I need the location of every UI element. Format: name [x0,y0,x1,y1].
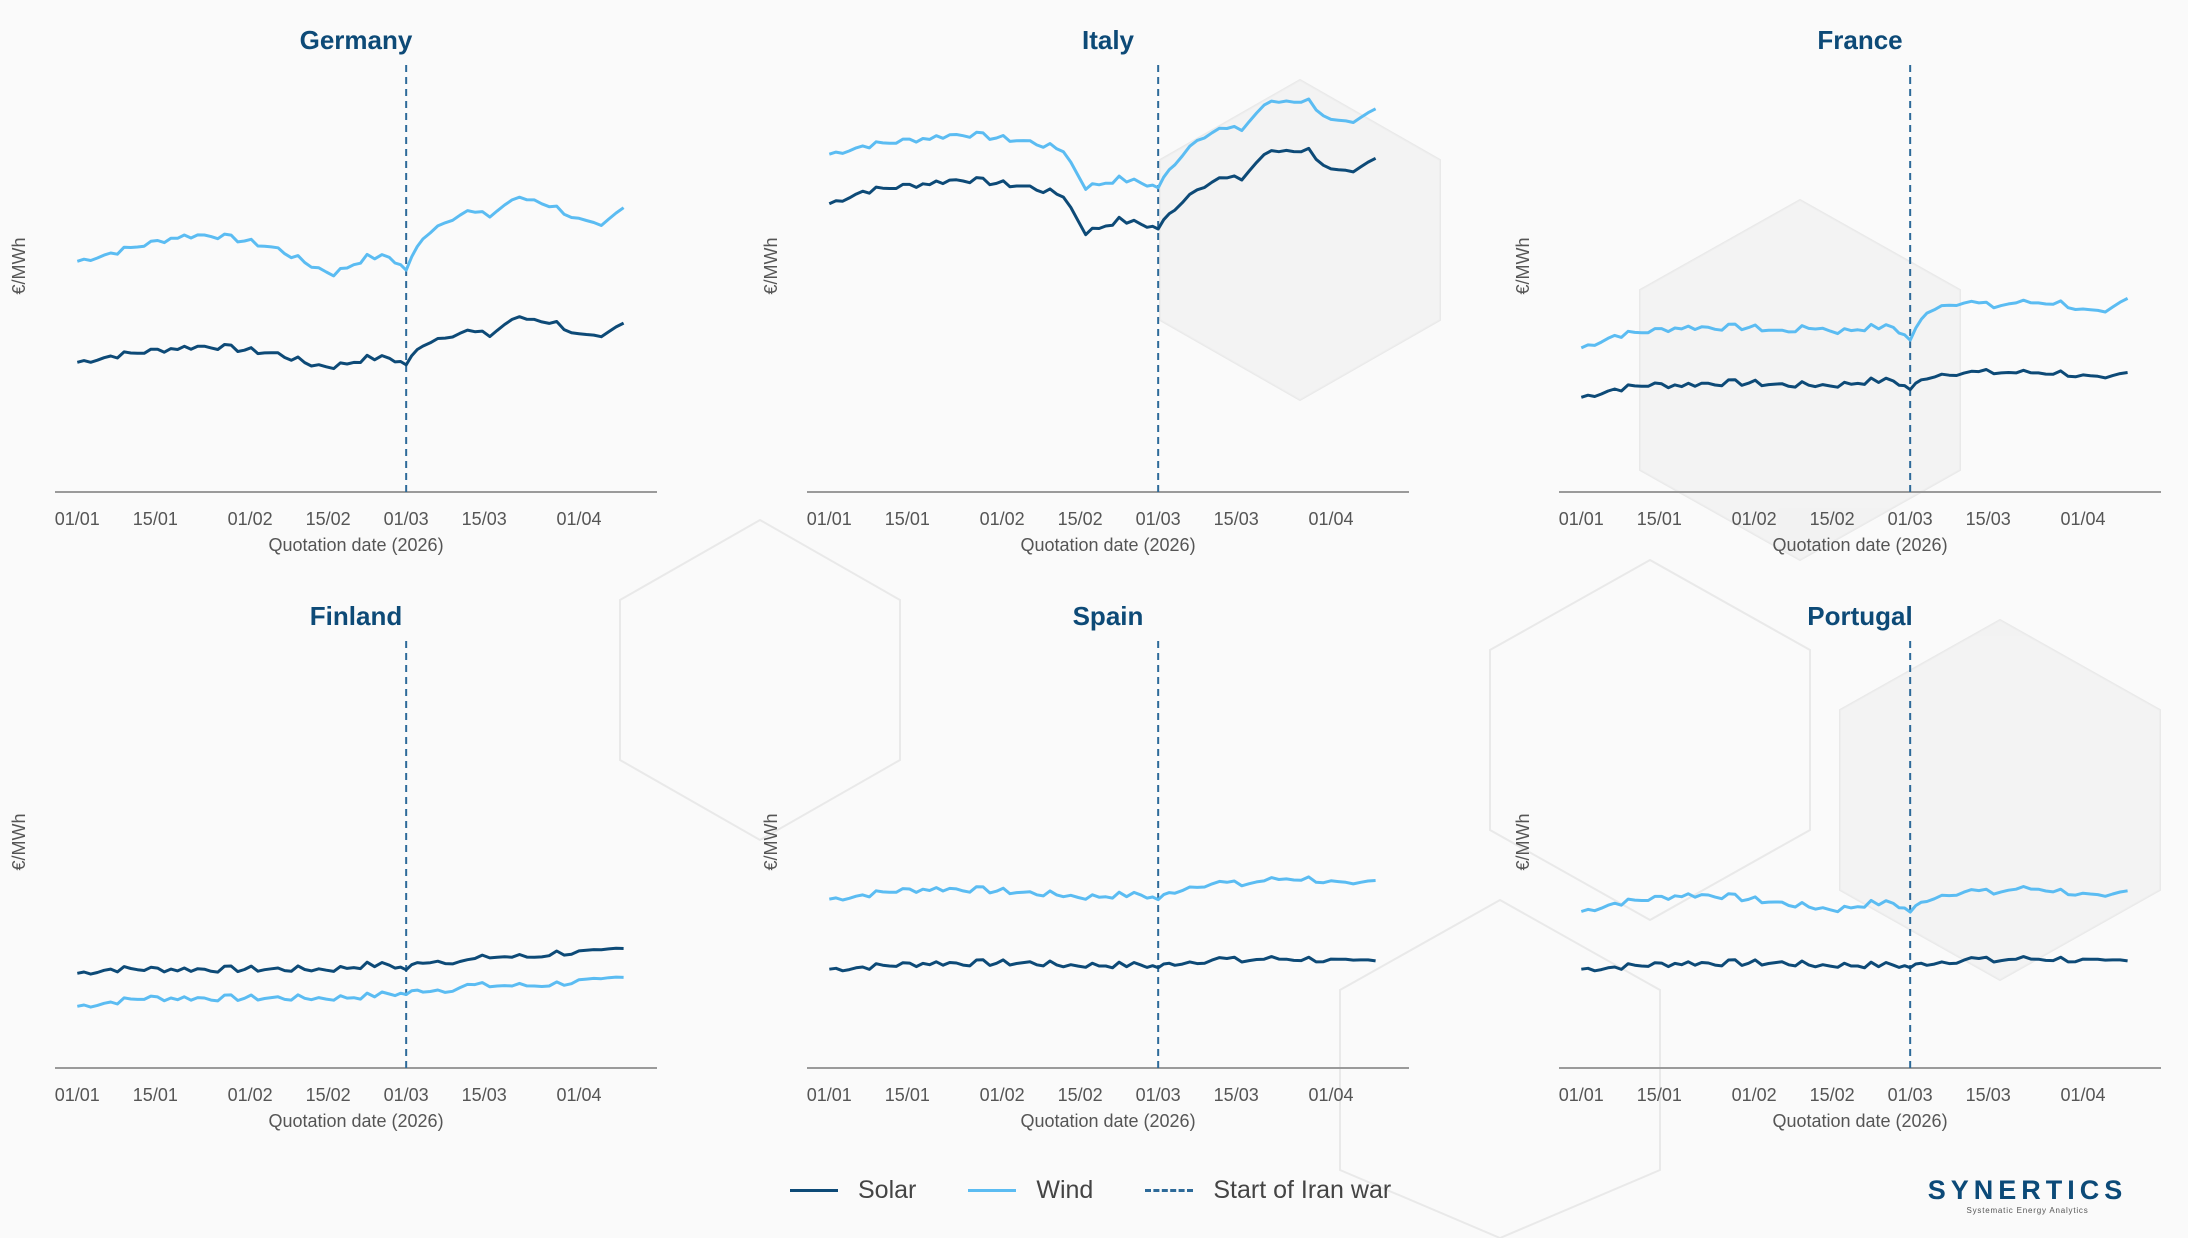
series-line-solar-italy [828,146,1377,237]
logo-tagline: Systematic Energy Analytics [1966,1206,2089,1215]
x-tick-label-germany: 01/01 [55,509,100,529]
y-axis-label-finland: €/MWh [9,813,29,870]
x-tick-label-spain: 15/01 [885,1085,930,1105]
x-tick-label-finland: 01/04 [556,1085,601,1105]
series-line-solar-germany [76,315,625,371]
x-tick-label-spain: 15/02 [1058,1085,1103,1105]
legend-solar-label: Solar [858,1176,917,1204]
series-line-wind-germany [76,195,625,278]
legend-item-wind: Wind [968,1176,1093,1205]
x-tick-label-finland: 01/01 [55,1085,100,1105]
x-tick-label-finland: 15/01 [133,1085,178,1105]
series-line-solar-finland [77,946,624,976]
legend-event-label: Start of Iran war [1213,1176,1392,1204]
series-line-wind-italy [828,97,1377,191]
x-tick-label-germany: 15/01 [133,509,178,529]
x-tick-label-finland: 01/03 [384,1085,429,1105]
x-axis-label-germany: Quotation date (2026) [268,535,443,555]
y-axis-label-france: €/MWh [1513,237,1533,294]
legend-wind-label: Wind [1036,1176,1094,1204]
chart-title-spain: Spain [1073,601,1144,631]
chart-title-italy: Italy [1082,25,1135,55]
x-tick-label-portugal: 01/01 [1559,1085,1604,1105]
x-tick-label-spain: 15/03 [1214,1085,1259,1105]
x-tick-label-portugal: 01/02 [1732,1085,1777,1105]
x-tick-label-italy: 15/03 [1214,509,1259,529]
x-tick-label-portugal: 01/04 [2060,1085,2105,1105]
logo-name: SYNERTICS [1927,1175,2128,1205]
x-tick-label-france: 15/01 [1637,509,1682,529]
x-tick-label-germany: 15/02 [306,509,351,529]
chart-title-germany: Germany [300,25,413,55]
legend-solar-swatch [790,1189,838,1192]
x-tick-label-italy: 15/02 [1058,509,1103,529]
x-tick-label-finland: 15/03 [462,1085,507,1105]
series-line-wind-spain [829,875,1376,902]
x-tick-label-finland: 15/02 [306,1085,351,1105]
series-line-wind-france [1580,297,2129,350]
x-tick-label-france: 15/02 [1810,509,1855,529]
x-tick-label-portugal: 01/03 [1888,1085,1933,1105]
x-tick-label-italy: 01/01 [807,509,852,529]
x-tick-label-france: 01/03 [1888,509,1933,529]
x-axis-label-finland: Quotation date (2026) [268,1111,443,1131]
x-tick-label-portugal: 15/01 [1637,1085,1682,1105]
x-tick-label-italy: 15/01 [885,509,930,529]
x-tick-label-germany: 15/03 [462,509,507,529]
x-axis-label-spain: Quotation date (2026) [1020,1111,1195,1131]
x-tick-label-portugal: 15/03 [1966,1085,2011,1105]
x-tick-label-germany: 01/04 [556,509,601,529]
y-axis-label-portugal: €/MWh [1513,813,1533,870]
y-axis-label-italy: €/MWh [761,237,781,294]
x-tick-label-spain: 01/04 [1308,1085,1353,1105]
x-tick-label-finland: 01/02 [228,1085,273,1105]
x-tick-label-spain: 01/03 [1136,1085,1181,1105]
series-line-solar-france [1580,368,2128,399]
x-axis-label-france: Quotation date (2026) [1772,535,1947,555]
x-tick-label-germany: 01/03 [384,509,429,529]
x-tick-label-france: 01/01 [1559,509,1604,529]
x-tick-label-spain: 01/01 [807,1085,852,1105]
chart-title-france: France [1817,25,1902,55]
x-tick-label-italy: 01/02 [980,509,1025,529]
legend-wind-swatch [968,1189,1017,1192]
chart-title-finland: Finland [310,601,402,631]
x-tick-label-france: 01/04 [2060,509,2105,529]
series-line-wind-portugal [1580,885,2128,914]
legend-item-event: Start of Iran war [1145,1176,1391,1205]
x-tick-label-france: 01/02 [1732,509,1777,529]
x-tick-label-spain: 01/02 [980,1085,1025,1105]
series-line-solar-spain [829,955,1376,973]
x-axis-label-italy: Quotation date (2026) [1020,535,1195,555]
legend-event-swatch [1145,1189,1194,1192]
series-line-wind-finland [77,975,624,1009]
chart-title-portugal: Portugal [1807,601,1912,631]
y-axis-label-spain: €/MWh [761,813,781,870]
series-line-solar-portugal [1581,955,2128,973]
x-tick-label-germany: 01/02 [228,509,273,529]
x-tick-label-italy: 01/04 [1308,509,1353,529]
x-axis-label-portugal: Quotation date (2026) [1772,1111,1947,1131]
y-axis-label-germany: €/MWh [9,237,29,294]
legend: Solar Wind Start of Iran war [790,1176,1391,1205]
legend-item-solar: Solar [790,1176,916,1205]
synertics-logo: SYNERTICS Systematic Energy Analytics [1925,1176,2130,1215]
x-tick-label-italy: 01/03 [1136,509,1181,529]
x-tick-label-france: 15/03 [1966,509,2011,529]
x-tick-label-portugal: 15/02 [1810,1085,1855,1105]
